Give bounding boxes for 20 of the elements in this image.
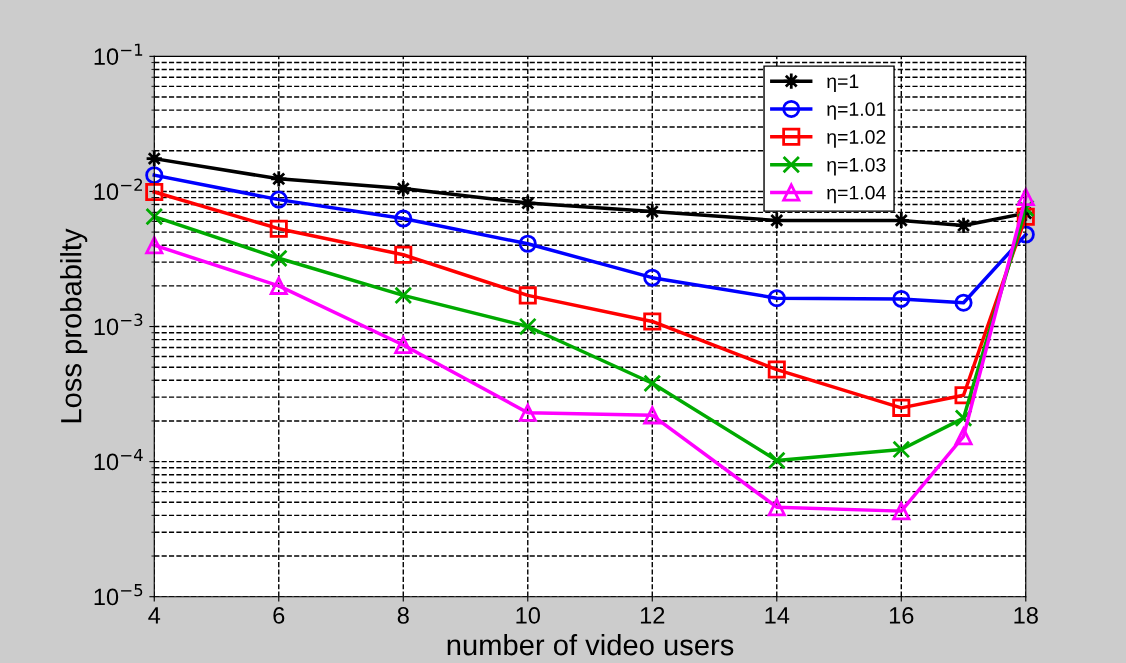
x-tick-label: 18 bbox=[1014, 607, 1038, 624]
y-tick-label: 10$^{−3}$ bbox=[94, 313, 143, 336]
x-tick-label: 6 bbox=[273, 607, 285, 624]
y-tick-label: 10$^{−2}$ bbox=[94, 178, 143, 201]
legend-label: η=1.01 bbox=[827, 102, 886, 120]
legend-label: η=1.03 bbox=[827, 157, 886, 176]
x-tick-label: 12 bbox=[640, 607, 665, 624]
x-tick-label: 10 bbox=[516, 607, 540, 624]
y-tick-label: 10$^{−5}$ bbox=[94, 584, 143, 606]
x-tick-label: 14 bbox=[765, 607, 790, 624]
x-tick-label: 4 bbox=[148, 607, 161, 624]
y-axis-title: Loss probabilty bbox=[60, 228, 88, 423]
x-tick-label: 16 bbox=[889, 607, 914, 624]
legend-label: η=1.02 bbox=[827, 130, 886, 148]
y-tick-label: 10$^{−4}$ bbox=[94, 448, 143, 471]
x-axis-title: number of video users bbox=[447, 633, 734, 656]
y-tick-label: 10$^{−1}$ bbox=[94, 43, 143, 65]
x-tick-label: 8 bbox=[397, 607, 409, 624]
legend-label: η=1 bbox=[827, 74, 859, 92]
legend-label: η=1.04 bbox=[827, 185, 886, 204]
